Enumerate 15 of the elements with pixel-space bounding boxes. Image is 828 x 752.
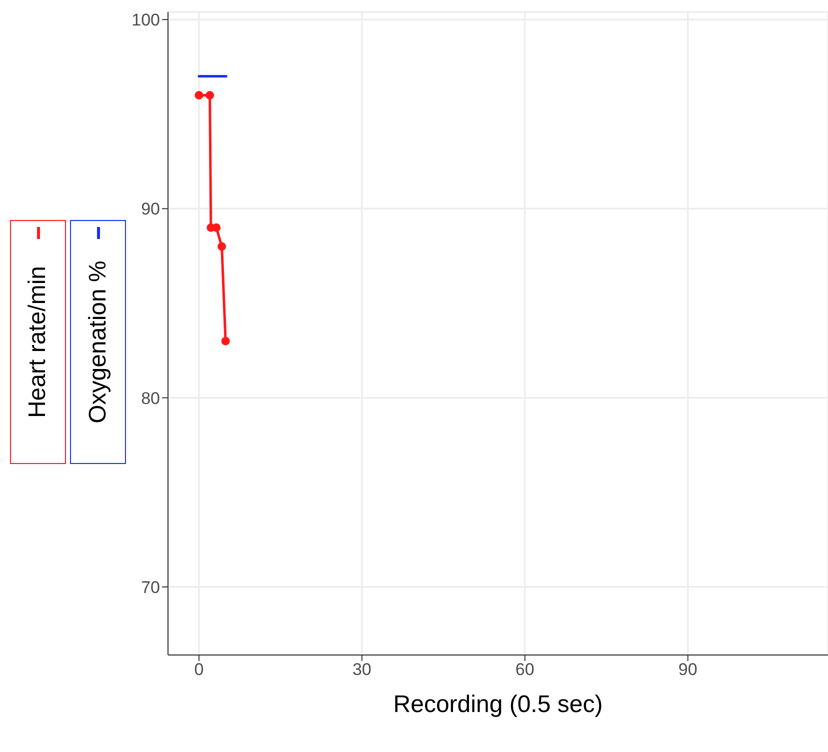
x-tick-label: 30	[352, 660, 372, 680]
point	[218, 242, 226, 251]
y-tick-label: 90	[141, 200, 160, 219]
point	[221, 336, 230, 346]
y-tick-label: 100	[132, 10, 160, 30]
y-tick-label: 80	[141, 388, 160, 408]
point	[206, 90, 214, 100]
point	[194, 90, 204, 100]
x-tick-label: 90	[678, 660, 698, 680]
x-axis-title: Recording (0.5 sec)	[393, 691, 603, 718]
x-tick-label: 60	[515, 660, 534, 680]
legend-label: Oxygenation %	[84, 260, 112, 424]
x-tick-label: 0	[194, 660, 204, 680]
y-tick-label: 70	[141, 578, 160, 597]
legend-label: Heart rate/min	[24, 266, 51, 418]
